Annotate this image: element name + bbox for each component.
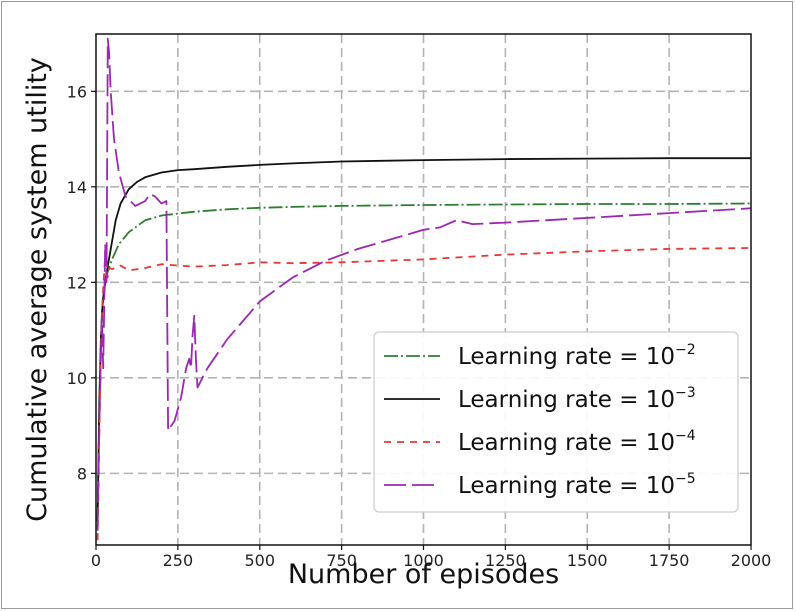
x-tick-label: 1250: [485, 551, 526, 570]
legend-label-1: Learning rate = 10−2: [458, 342, 696, 370]
x-tick-label: 1750: [649, 551, 690, 570]
legend-label-2: Learning rate = 10−3: [458, 385, 696, 413]
x-axis-label: Number of episodes: [288, 559, 559, 590]
x-tick-label: 0: [91, 551, 101, 570]
y-tick-label: 8: [77, 464, 87, 483]
x-tick-label: 750: [326, 551, 357, 570]
legend: Learning rate = 10−2 Learning rate = 10−3…: [373, 331, 739, 513]
axis-ticks: 0 250 500 750 1000 1250 1500 1750 2000 8 10 12 14 16: [67, 82, 772, 570]
series-line-3: [96, 243, 751, 541]
y-axis-label: Cumulative average system utility: [22, 57, 53, 522]
y-tick-label: 10: [67, 369, 87, 388]
x-tick-label: 2000: [731, 551, 772, 570]
y-tick-label: 16: [67, 82, 87, 101]
y-tick-label: 12: [67, 273, 87, 292]
legend-label-3: Learning rate = 10−4: [458, 428, 696, 456]
x-tick-label: 1000: [403, 551, 444, 570]
y-tick-label: 14: [67, 178, 87, 197]
legend-label-4: Learning rate = 10−5: [458, 471, 696, 499]
series-line-4: [96, 37, 751, 531]
x-tick-label: 250: [163, 551, 194, 570]
legend-box: [373, 331, 739, 513]
x-tick-label: 1500: [567, 551, 608, 570]
x-tick-label: 500: [244, 551, 275, 570]
series-lines: [96, 37, 751, 541]
